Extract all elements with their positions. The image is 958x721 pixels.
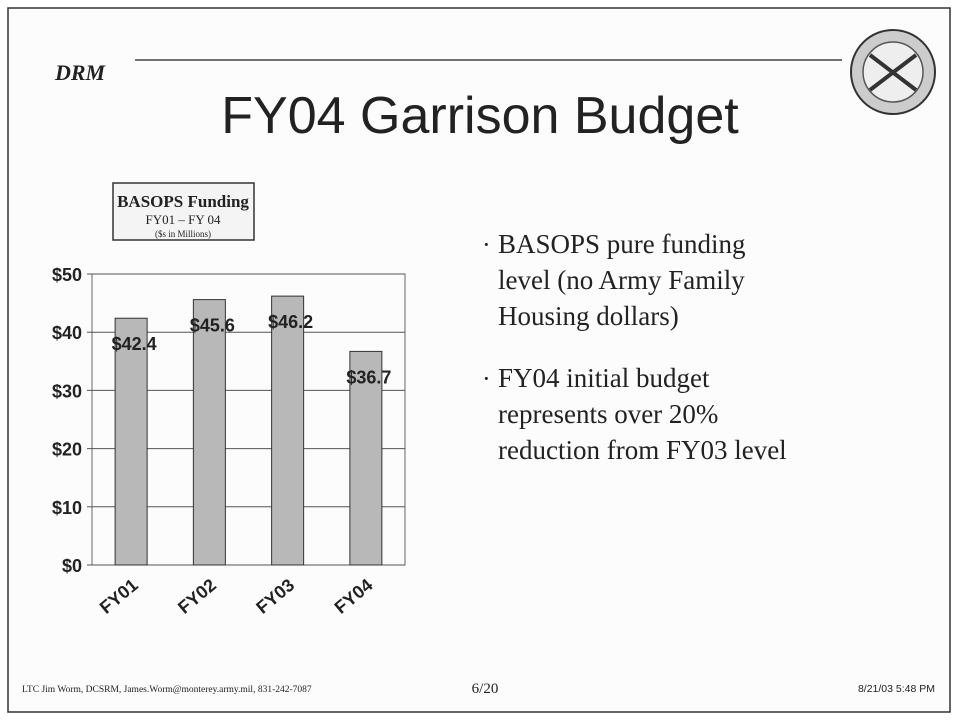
y-tick-label: $50 [52, 265, 82, 285]
slide-frame [7, 7, 951, 713]
y-tick-label: $20 [52, 440, 82, 460]
value-label: $42.4 [112, 334, 157, 354]
bar [349, 350, 383, 566]
bar [114, 317, 148, 566]
chart-legend-box [112, 182, 255, 241]
value-label: $45.6 [190, 316, 235, 336]
page-number: 6/20 [472, 681, 499, 697]
footer-date: 8/21/03 5:48 PM [858, 683, 935, 695]
bar [192, 299, 226, 566]
chart-note: ($s in Millions) [155, 229, 211, 239]
value-label: $46.2 [268, 312, 313, 332]
chart-subtitle: FY01 – FY 04 [145, 212, 221, 227]
footer-author: LTC Jim Worm, DCSRM, James.Worm@monterey… [22, 685, 312, 695]
bullet-text: BASOPS pure funding [498, 229, 746, 259]
bullet-dot: · [482, 230, 491, 259]
bullet-text: reduction from FY03 level [498, 435, 787, 465]
bar [271, 295, 305, 566]
y-tick-label: $0 [62, 556, 82, 576]
bullet-text: level (no Army Family [498, 265, 745, 295]
emblem [850, 29, 936, 115]
value-label: $36.7 [346, 367, 391, 387]
y-tick-label: $30 [52, 381, 82, 401]
org-label: DRM [54, 60, 107, 85]
slide-title: FY04 Garrison Budget [221, 87, 739, 145]
bullet-text: FY04 initial budget [498, 363, 710, 393]
bullet-text: Housing dollars) [498, 301, 679, 331]
y-tick-label: $10 [52, 498, 82, 518]
bullet-text: represents over 20% [498, 399, 718, 429]
y-tick-label: $40 [52, 323, 82, 343]
chart-title: BASOPS Funding [117, 192, 249, 211]
bullet-dot: · [482, 364, 491, 393]
